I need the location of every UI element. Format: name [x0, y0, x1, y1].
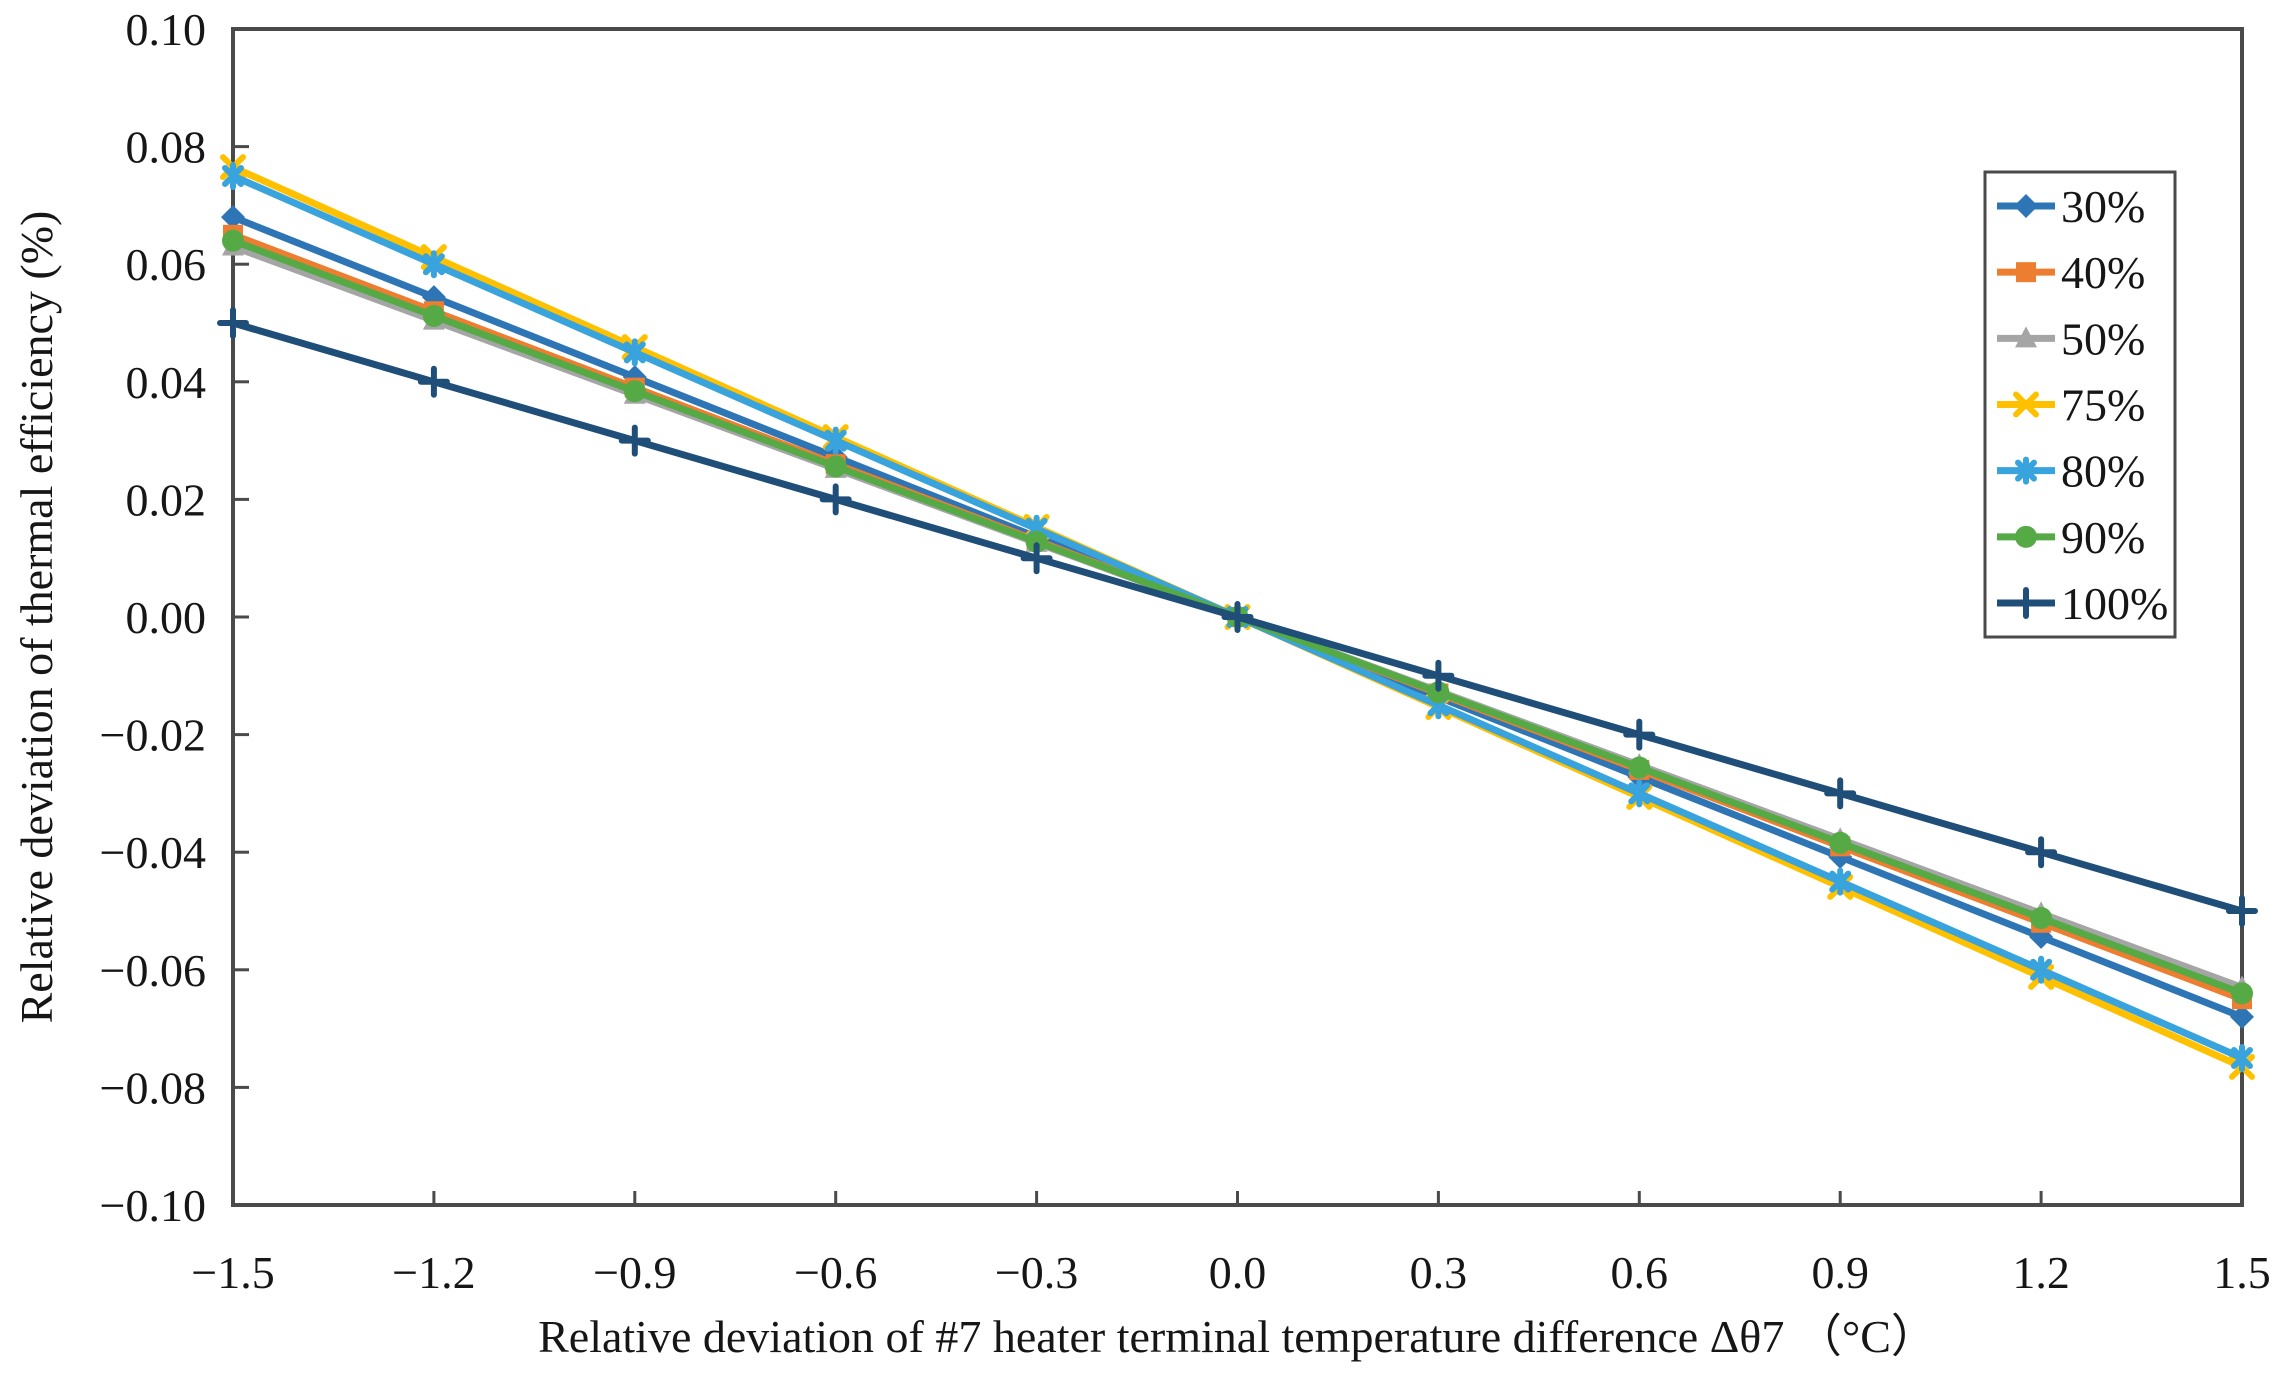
- marker-diamond: [221, 205, 245, 230]
- legend-item-40%: 40%: [1997, 247, 2145, 298]
- legend-label: 50%: [2061, 313, 2145, 364]
- y-axis-title: Relative deviation of thermal efficiency…: [11, 211, 62, 1024]
- marker-square: [2016, 262, 2036, 283]
- marker-plus: [1221, 601, 1254, 633]
- legend-item-100%: 100%: [1997, 578, 2168, 629]
- y-tick-label: 0.10: [126, 4, 207, 55]
- x-tick-label: 0.0: [1209, 1247, 1267, 1298]
- legend: 30% 40% 50% 75% 80% 90% 100%: [1983, 170, 2177, 639]
- x-tick-label: −0.6: [794, 1247, 877, 1298]
- marker-circle: [1427, 681, 1450, 704]
- y-tick-label: 0.06: [126, 239, 207, 290]
- legend-label: 90%: [2061, 512, 2145, 563]
- marker-circle: [623, 380, 646, 403]
- marker-plus: [1020, 542, 1053, 575]
- y-tick-label: 0.04: [126, 357, 207, 408]
- marker-circle: [222, 229, 244, 252]
- marker-circle: [422, 304, 445, 327]
- marker-plus: [1422, 659, 1455, 692]
- marker-asterisk: [824, 426, 847, 455]
- marker-circle: [1025, 530, 1048, 553]
- y-tick-label: −0.04: [100, 827, 206, 878]
- legend-item-90%: 90%: [1997, 512, 2145, 563]
- marker-circle: [2030, 907, 2053, 930]
- y-tick-label: −0.10: [100, 1180, 206, 1231]
- x-tick-label: −1.2: [392, 1247, 475, 1298]
- legend-item-75%: 75%: [1997, 380, 2145, 431]
- marker-asterisk: [1829, 867, 1852, 896]
- marker-asterisk: [2015, 456, 2037, 485]
- legend-item-30%: 30%: [1997, 181, 2145, 232]
- marker-plus: [2010, 587, 2042, 619]
- marker-diamond: [2014, 194, 2038, 218]
- legend-label: 30%: [2061, 181, 2145, 232]
- marker-plus: [819, 483, 852, 516]
- marker-plus: [217, 307, 249, 339]
- marker-circle: [824, 455, 847, 478]
- marker-circle: [1628, 756, 1651, 779]
- legend-item-50%: 50%: [1997, 313, 2145, 364]
- marker-diamond: [2230, 1004, 2254, 1029]
- marker-asterisk: [222, 162, 244, 190]
- marker-asterisk: [2030, 955, 2053, 984]
- x-axis-title: Relative deviation of #7 heater terminal…: [538, 1311, 1937, 1362]
- x-tick-label: −1.5: [191, 1247, 274, 1298]
- x-tick-label: 0.9: [1811, 1247, 1869, 1298]
- marker-plus: [417, 365, 450, 398]
- legend-label: 75%: [2061, 380, 2145, 431]
- marker-triangle: [2015, 326, 2037, 348]
- marker-circle: [1829, 831, 1852, 854]
- y-tick-label: 0.00: [126, 592, 207, 643]
- marker-plus: [2025, 836, 2058, 869]
- marker-plus: [1824, 777, 1857, 810]
- legend-item-80%: 80%: [1997, 446, 2145, 497]
- marker-plus: [618, 424, 651, 457]
- x-tick-label: 1.2: [2012, 1247, 2070, 1298]
- y-axis: 0.10 0.08 0.06 0.04 0.02 0.00 −0.02 −0.04 −0.06 −…: [100, 4, 249, 1231]
- y-tick-label: −0.02: [100, 710, 206, 761]
- marker-circle: [2015, 525, 2037, 548]
- marker-x: [2013, 391, 2039, 418]
- x-tick-label: 0.6: [1611, 1247, 1669, 1298]
- legend-label: 40%: [2061, 247, 2145, 298]
- marker-asterisk: [1628, 779, 1651, 808]
- y-tick-label: 0.08: [126, 122, 207, 173]
- x-axis: −1.5 −1.2 −0.9 −0.6 −0.3 0.0 0.3 0.6 0.9 1.2 1.5: [191, 1191, 2271, 1298]
- x-tick-label: 1.5: [2213, 1247, 2271, 1298]
- x-tick-label: −0.3: [995, 1247, 1078, 1298]
- marker-asterisk: [422, 250, 445, 279]
- marker-asterisk: [2231, 1044, 2253, 1072]
- y-tick-label: 0.02: [126, 474, 207, 525]
- legend-box: [1983, 170, 2177, 639]
- marker-plus: [1623, 718, 1656, 751]
- marker-asterisk: [623, 338, 646, 367]
- y-tick-label: −0.06: [100, 945, 206, 996]
- legend-label: 100%: [2061, 578, 2168, 629]
- x-tick-label: −0.9: [593, 1247, 676, 1298]
- marker-circle: [2231, 982, 2253, 1005]
- legend-label: 80%: [2061, 446, 2145, 497]
- x-tick-label: 0.3: [1410, 1247, 1468, 1298]
- marker-plus: [2226, 895, 2258, 927]
- series-100%: [217, 307, 2258, 927]
- y-tick-label: −0.08: [100, 1062, 206, 1113]
